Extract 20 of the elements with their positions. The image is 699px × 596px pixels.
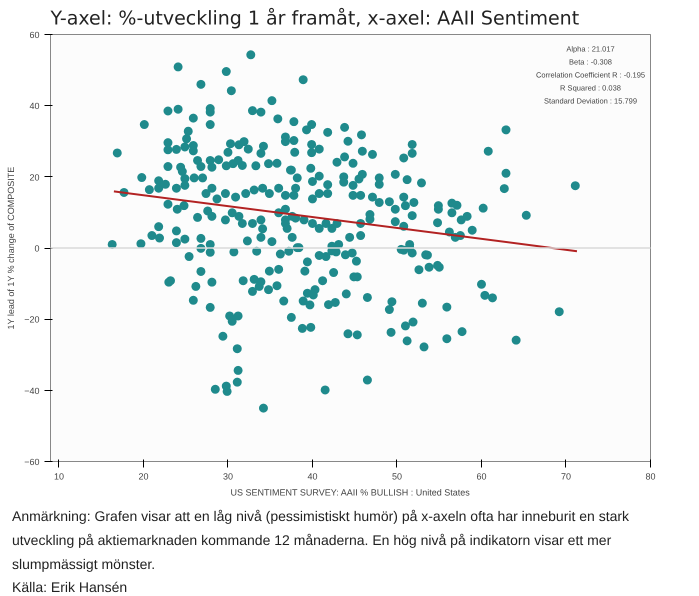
y-axis-title: 1Y lead of 1Y % change of COMPOSITE — [6, 166, 16, 330]
chart-title: Y-axel: %-utveckling 1 år framåt, x-axel: AAII Sentiment — [50, 8, 580, 30]
x-tick-label: 60 — [476, 472, 486, 482]
x-tick-label: 40 — [307, 472, 318, 482]
text: Anmärkning: Grafen visar att en låg nivå (pessimistiskt humör) på x-axeln ofta har inneburit en stark utveckling på aktiemarknaden kommande 12 månaderna. En hög nivå på indikatorn visar ett mer slumpmässigt mönster. — [12, 508, 630, 572]
x-tick-label: 20 — [138, 472, 148, 482]
x-tick-label: 10 — [54, 472, 64, 482]
x-tick-label: 80 — [645, 472, 656, 482]
x-tick-label: 70 — [560, 472, 572, 482]
y-tick-label: −60 — [24, 457, 40, 467]
x-tick-label: 50 — [392, 472, 402, 482]
y-tick-label: −20 — [24, 314, 40, 325]
x-tick-label: 30 — [222, 472, 233, 482]
y-tick-label: 0 — [34, 244, 40, 254]
text: Källa: Erik Hansén — [12, 579, 128, 596]
x-axis-title: US SENTIMENT SURVEY: AAII % BULLISH : United States — [230, 488, 470, 498]
y-tick-label: 60 — [29, 30, 40, 40]
y-tick-label: 20 — [29, 172, 40, 182]
y-tick-label: 40 — [29, 101, 40, 112]
y-tick-label: −40 — [24, 386, 40, 396]
